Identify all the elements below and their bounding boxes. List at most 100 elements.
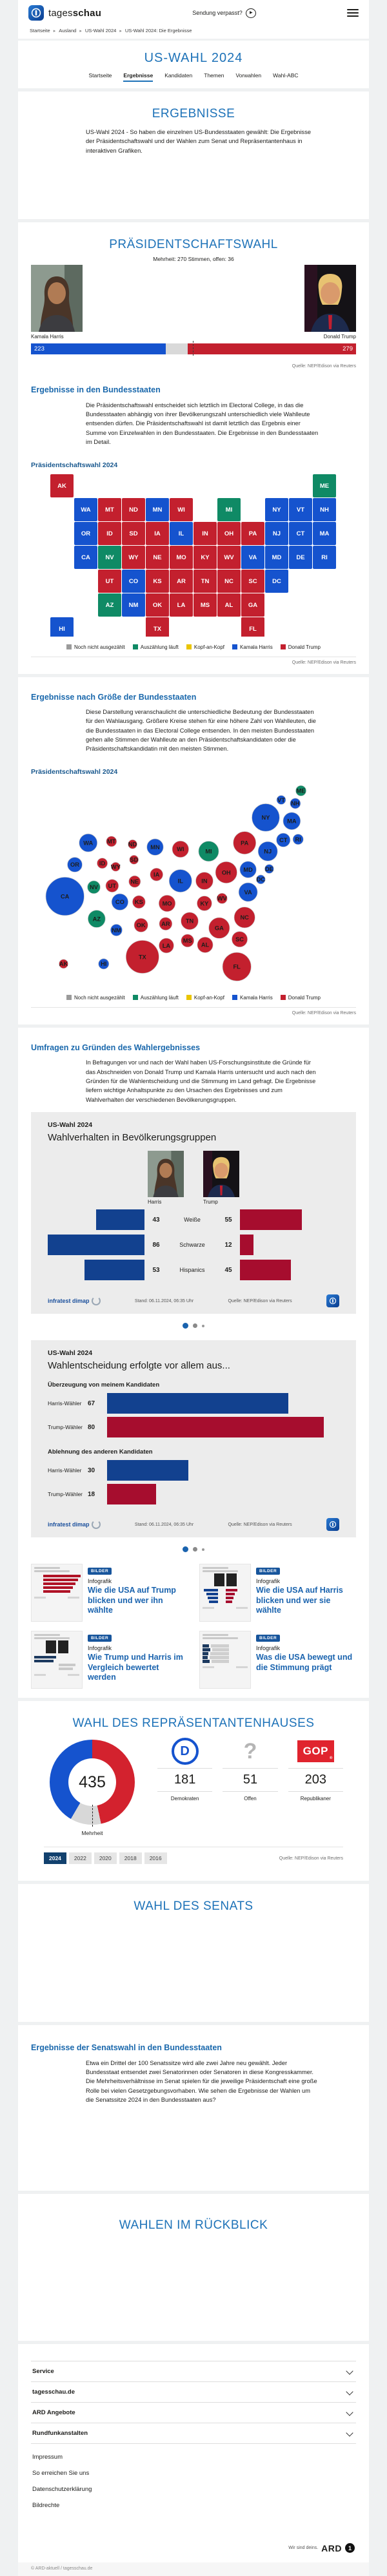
state-LA[interactable]: LA	[170, 593, 193, 617]
state-bubble-NE[interactable]: NE	[128, 875, 141, 888]
teaser-title[interactable]: Wie die USA auf Harris blicken und wer s…	[256, 1586, 343, 1615]
breadcrumb-item[interactable]: Startseite	[30, 28, 50, 34]
state-bubble-UT[interactable]: UT	[105, 879, 119, 892]
state-NC[interactable]: NC	[217, 569, 241, 593]
state-IL[interactable]: IL	[170, 521, 193, 545]
state-bubble-WV[interactable]: WV	[216, 892, 228, 904]
state-KY[interactable]: KY	[194, 545, 217, 569]
tab-vorwahlen[interactable]: Vorwahlen	[235, 72, 262, 79]
state-bubble-AZ[interactable]: AZ	[88, 910, 106, 928]
state-TX[interactable]: TX	[146, 617, 169, 637]
state-bubble-SC[interactable]: SC	[232, 931, 248, 948]
tagesschau-logo[interactable]: tagesschau	[28, 5, 101, 21]
state-SC[interactable]: SC	[241, 569, 264, 593]
state-IN[interactable]: IN	[194, 521, 217, 545]
tab-ergebnisse[interactable]: Ergebnisse	[123, 72, 154, 82]
state-bubble-IN[interactable]: IN	[195, 872, 213, 890]
state-bubble-CA[interactable]: CA	[45, 876, 84, 916]
state-bubble-AK[interactable]: AK	[59, 959, 68, 969]
state-bubble-VT[interactable]: VT	[276, 795, 286, 805]
state-bubble-IA[interactable]: IA	[150, 867, 163, 881]
play-icon[interactable]: ▶	[245, 8, 256, 18]
state-bubble-MO[interactable]: MO	[158, 894, 176, 912]
state-KS[interactable]: KS	[146, 569, 169, 593]
state-bubble-WY[interactable]: WY	[111, 861, 121, 872]
state-bubble-ME[interactable]: ME	[295, 785, 306, 796]
state-NV[interactable]: NV	[98, 545, 121, 569]
state-bubble-NM[interactable]: NM	[110, 924, 123, 936]
state-bubble-MT[interactable]: MT	[106, 836, 117, 847]
breadcrumb-item[interactable]: US-Wahl 2024	[84, 28, 117, 34]
state-bubble-NY[interactable]: NY	[252, 803, 280, 832]
state-ID[interactable]: ID	[98, 521, 121, 545]
state-RI[interactable]: RI	[313, 545, 336, 569]
state-bubble-TN[interactable]: TN	[181, 912, 199, 930]
state-SD[interactable]: SD	[122, 521, 145, 545]
state-bubble-PA[interactable]: PA	[233, 831, 257, 854]
carousel-dots[interactable]	[31, 1323, 356, 1329]
state-bubble-TX[interactable]: TX	[125, 940, 159, 974]
teaser-title[interactable]: Was die USA bewegt und die Stimmung präg…	[256, 1653, 353, 1672]
state-bubble-LA[interactable]: LA	[159, 937, 174, 954]
state-bubble-FL[interactable]: FL	[222, 952, 252, 981]
state-HI[interactable]: HI	[50, 617, 74, 637]
state-IA[interactable]: IA	[146, 521, 169, 545]
state-FL[interactable]: FL	[241, 617, 264, 637]
state-NH[interactable]: NH	[313, 497, 336, 521]
tab-startseite[interactable]: Startseite	[88, 72, 112, 79]
state-bubble-MN[interactable]: MN	[146, 838, 164, 856]
state-VT[interactable]: VT	[289, 497, 312, 521]
state-UT[interactable]: UT	[98, 569, 121, 593]
state-bubble-OR[interactable]: OR	[67, 857, 83, 872]
state-bubble-KS[interactable]: KS	[132, 895, 146, 908]
us-states-map[interactable]: AK AL AR AZ CA CO CT DC DE FL GA HI IA ID IL IN KS KY LA MA…	[50, 474, 337, 637]
state-bubble-NC[interactable]: NC	[233, 907, 255, 928]
state-PA[interactable]: PA	[241, 521, 264, 545]
sendung-verpasst-link[interactable]: Sendung verpasst? ▶	[101, 8, 347, 18]
state-ND[interactable]: ND	[122, 497, 145, 521]
tab-wahl-abc[interactable]: Wahl-ABC	[273, 72, 299, 79]
state-bubble-OH[interactable]: OH	[215, 861, 237, 883]
state-bubble-NV[interactable]: NV	[87, 880, 101, 894]
state-MO[interactable]: MO	[170, 545, 193, 569]
year-button-2022[interactable]: 2022	[68, 1852, 92, 1865]
state-AR[interactable]: AR	[170, 569, 193, 593]
state-bubble-RI[interactable]: RI	[292, 834, 304, 845]
footer-link-impressum[interactable]: Impressum	[32, 2453, 63, 2461]
state-bubble-MD[interactable]: MD	[239, 861, 257, 878]
year-button-2018[interactable]: 2018	[119, 1852, 142, 1865]
state-CT[interactable]: CT	[289, 521, 312, 545]
us-states-bubble-map[interactable]: CA TX FL NY IL PA OH GA NC MI NJ VA WA AZ IN MA TN CO MD MN…	[37, 781, 350, 987]
state-MA[interactable]: MA	[313, 521, 336, 545]
state-bubble-VA[interactable]: VA	[238, 882, 258, 902]
footer-accordion-tagesschaude[interactable]: tagesschau.de	[31, 2381, 356, 2402]
year-button-2016[interactable]: 2016	[144, 1852, 167, 1865]
state-OK[interactable]: OK	[146, 593, 169, 617]
state-bubble-AR[interactable]: AR	[159, 917, 173, 930]
state-bubble-NH[interactable]: NH	[290, 798, 301, 809]
state-bubble-WA[interactable]: WA	[79, 833, 98, 852]
state-MD[interactable]: MD	[265, 545, 288, 569]
state-VA[interactable]: VA	[241, 545, 264, 569]
state-MN[interactable]: MN	[146, 497, 169, 521]
state-CO[interactable]: CO	[122, 569, 145, 593]
state-bubble-MS[interactable]: MS	[181, 934, 194, 948]
state-bubble-DC[interactable]: DC	[255, 874, 266, 885]
state-ME[interactable]: ME	[313, 474, 336, 497]
state-CA[interactable]: CA	[74, 545, 97, 569]
state-bubble-IL[interactable]: IL	[168, 869, 192, 892]
menu-icon[interactable]	[347, 9, 359, 17]
breadcrumb-item[interactable]: Ausland	[59, 28, 77, 34]
teaser-4[interactable]: BILDER Infografik Was die USA bewegt und d…	[199, 1631, 356, 1689]
footer-link-bildrechte[interactable]: Bildrechte	[32, 2501, 60, 2509]
state-bubble-SD[interactable]: SD	[129, 854, 139, 865]
state-OR[interactable]: OR	[74, 521, 97, 545]
footer-link-datenschutzerklrung[interactable]: Datenschutzerklärung	[32, 2485, 92, 2493]
teaser-2[interactable]: BILDER Infografik Wie die USA auf Harris b…	[199, 1564, 356, 1622]
teaser-1[interactable]: BILDER Infografik Wie die USA auf Trump bl…	[31, 1564, 188, 1622]
state-bubble-ND[interactable]: ND	[128, 839, 137, 849]
state-bubble-CT[interactable]: CT	[276, 832, 291, 847]
state-GA[interactable]: GA	[241, 593, 264, 617]
state-WA[interactable]: WA	[74, 497, 97, 521]
state-NM[interactable]: NM	[122, 593, 145, 617]
